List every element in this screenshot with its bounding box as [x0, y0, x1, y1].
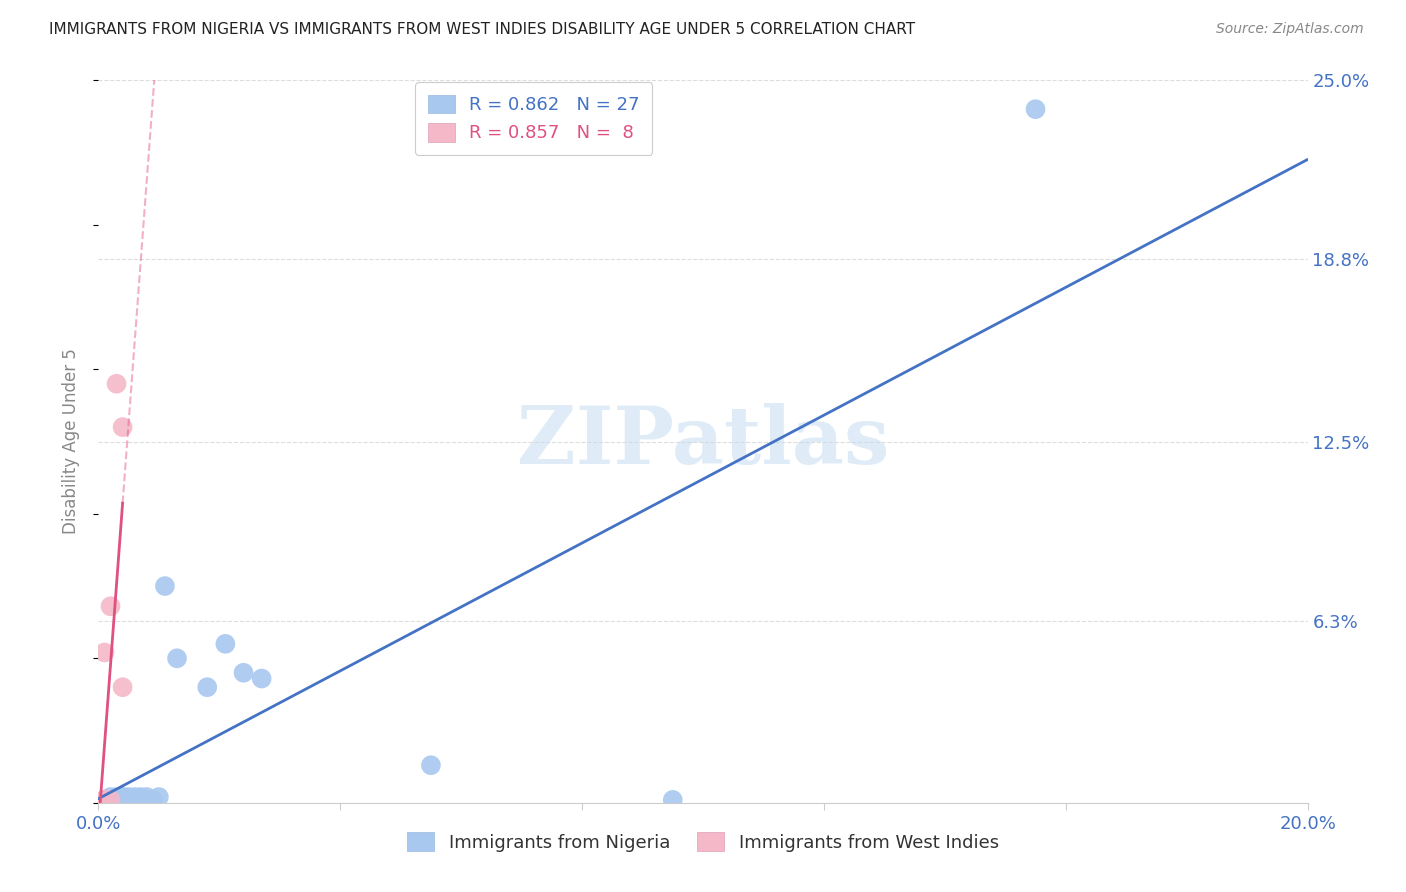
- Point: [93, 793, 115, 807]
- Point: [166, 651, 188, 665]
- Point: [111, 680, 134, 694]
- Point: [105, 793, 128, 807]
- Point: [661, 793, 683, 807]
- Point: [93, 793, 115, 807]
- Point: [100, 790, 122, 805]
- Text: ZIPatlas: ZIPatlas: [517, 402, 889, 481]
- Point: [100, 793, 122, 807]
- Point: [148, 790, 170, 805]
- Point: [100, 793, 122, 807]
- Point: [105, 790, 128, 805]
- Point: [153, 579, 176, 593]
- Text: Source: ZipAtlas.com: Source: ZipAtlas.com: [1216, 22, 1364, 37]
- Legend: Immigrants from Nigeria, Immigrants from West Indies: Immigrants from Nigeria, Immigrants from…: [399, 825, 1007, 859]
- Point: [93, 793, 115, 807]
- Point: [195, 680, 218, 694]
- Point: [111, 790, 134, 805]
- Point: [118, 790, 141, 805]
- Text: IMMIGRANTS FROM NIGERIA VS IMMIGRANTS FROM WEST INDIES DISABILITY AGE UNDER 5 CO: IMMIGRANTS FROM NIGERIA VS IMMIGRANTS FR…: [49, 22, 915, 37]
- Point: [111, 420, 134, 434]
- Point: [111, 793, 134, 807]
- Point: [250, 672, 273, 686]
- Point: [232, 665, 254, 680]
- Point: [93, 793, 115, 807]
- Point: [124, 790, 146, 805]
- Point: [1024, 102, 1046, 116]
- Point: [105, 376, 128, 391]
- Point: [135, 790, 157, 805]
- Point: [105, 793, 128, 807]
- Point: [129, 790, 152, 805]
- Point: [420, 758, 443, 772]
- Point: [100, 793, 122, 807]
- Point: [93, 646, 115, 660]
- Y-axis label: Disability Age Under 5: Disability Age Under 5: [62, 349, 80, 534]
- Point: [100, 599, 122, 614]
- Point: [142, 793, 165, 807]
- Point: [118, 793, 141, 807]
- Point: [111, 790, 134, 805]
- Point: [214, 637, 236, 651]
